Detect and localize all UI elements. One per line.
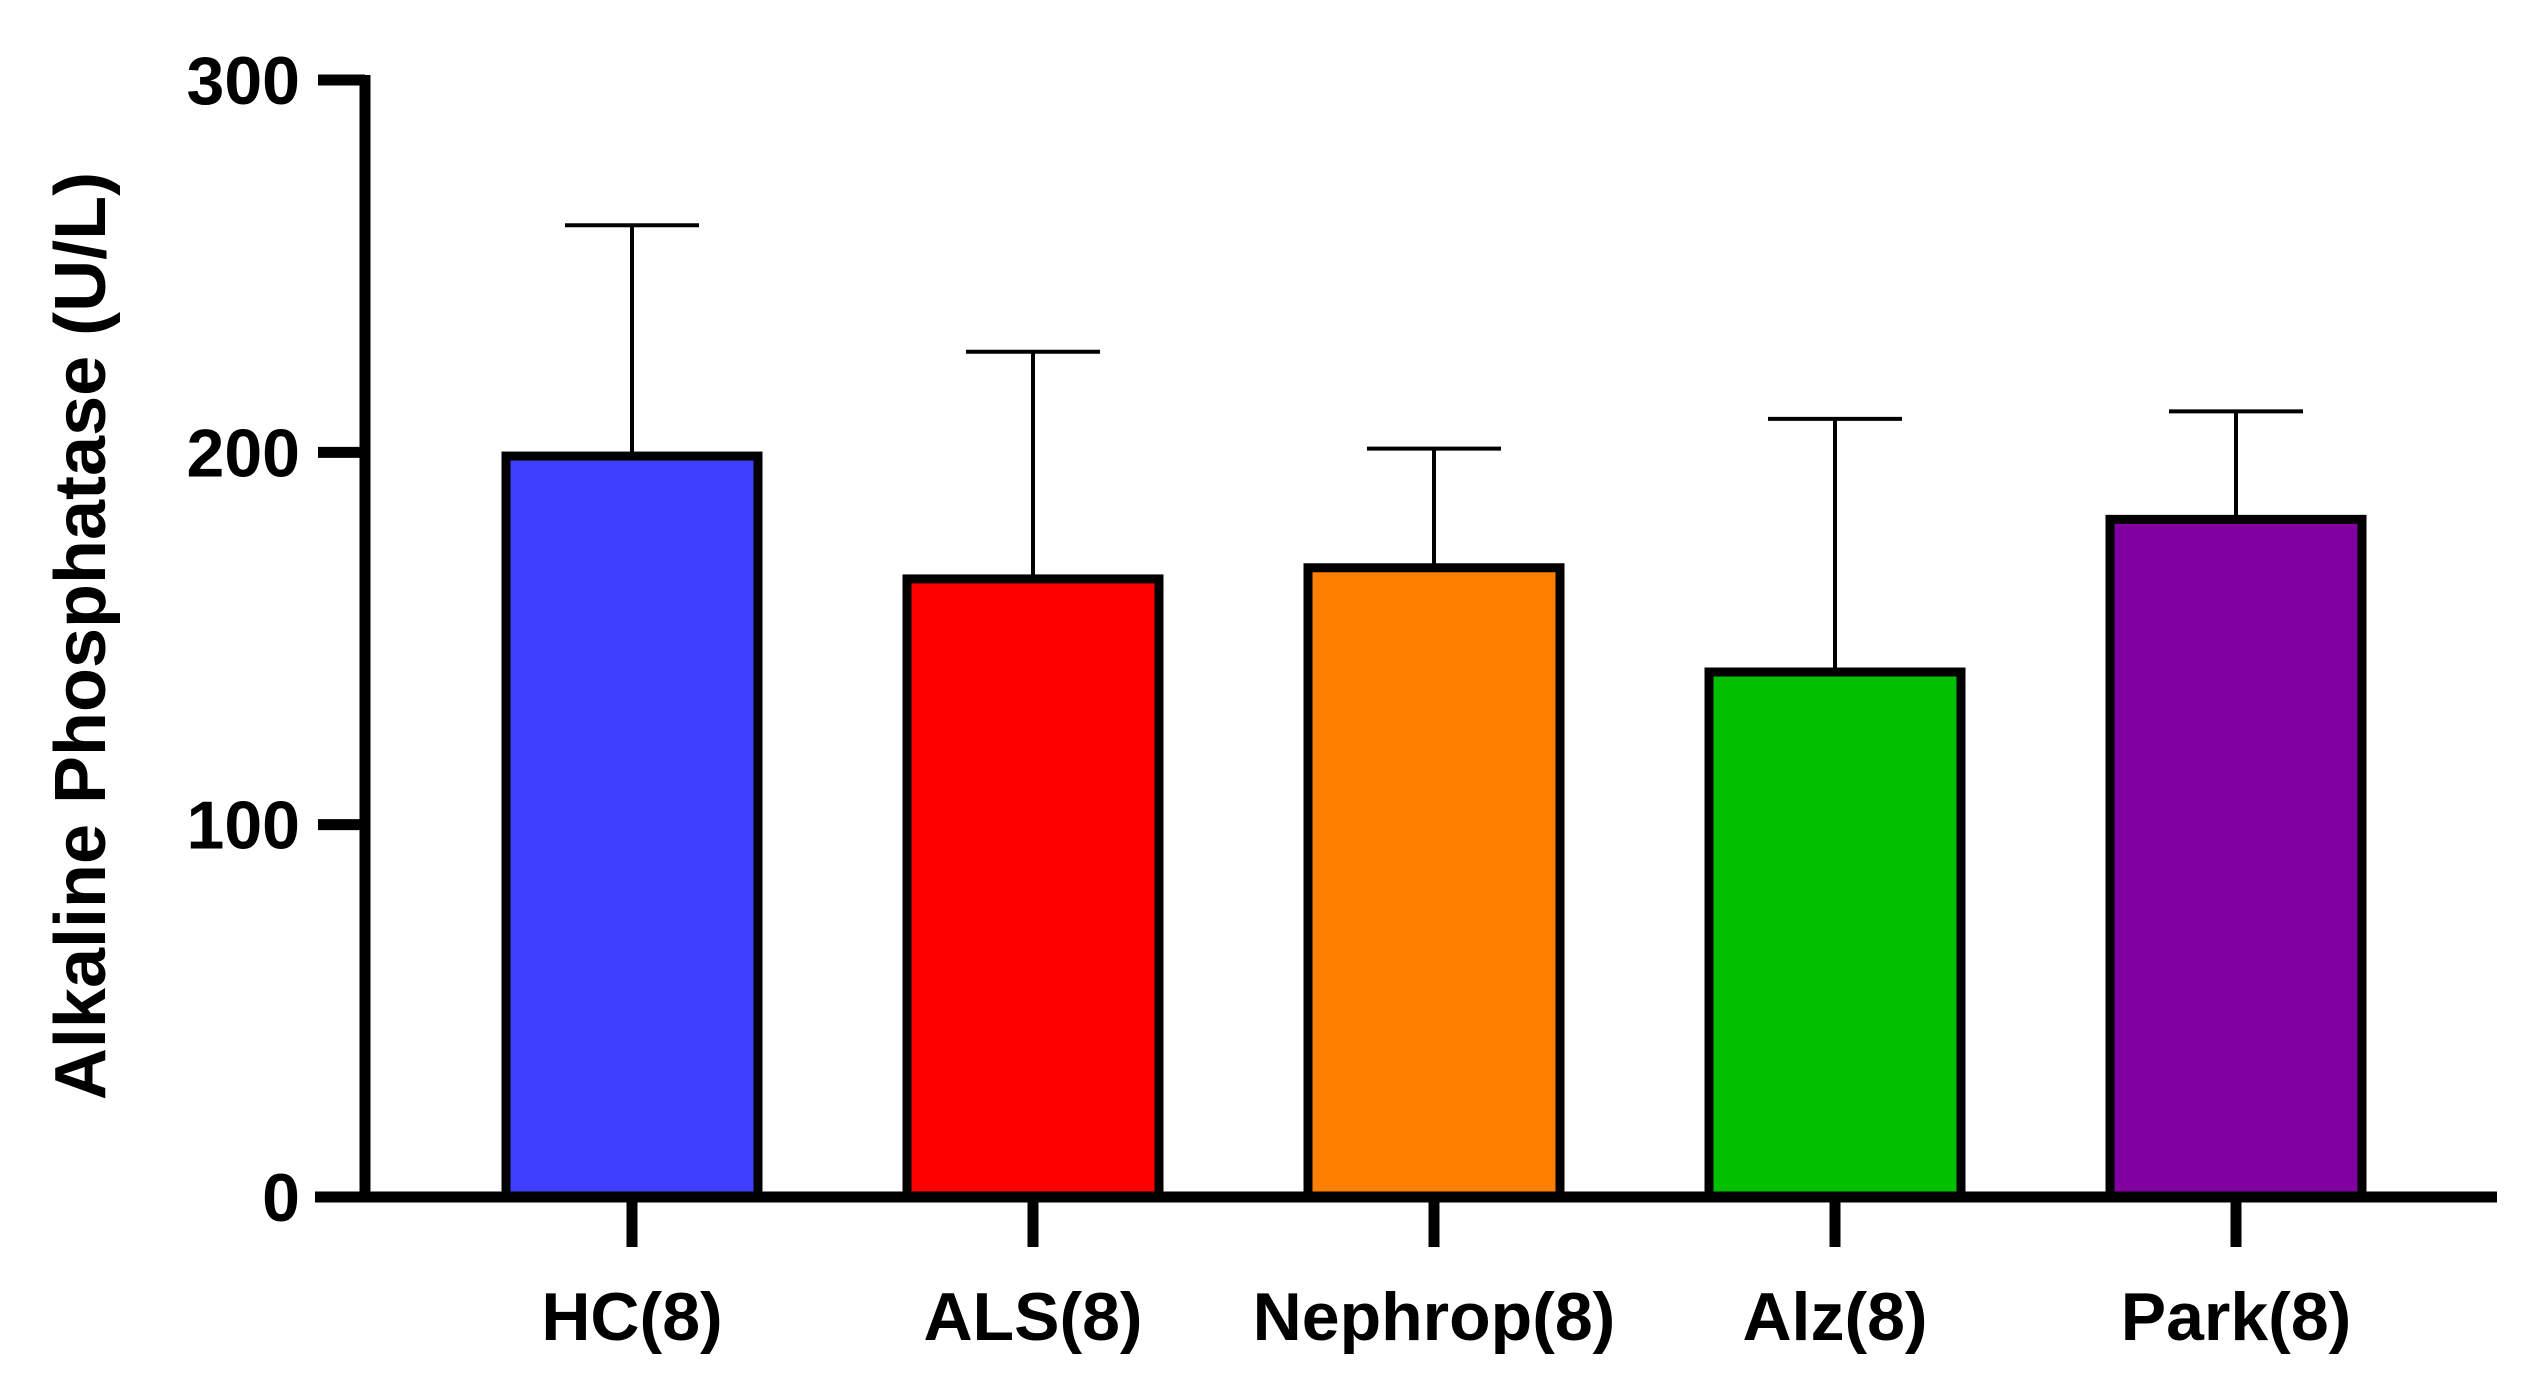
y-tick-label-3: 200	[187, 415, 300, 491]
y-tick-label-4: 300	[187, 43, 300, 119]
x-tick-label-3: Nephrop(8)	[1253, 1279, 1616, 1355]
x-tick-label-2: ALS(8)	[923, 1279, 1142, 1355]
x-ticks-layer: HC(8) ALS(8) Nephrop(8) Alz(8) Park(8)	[541, 1197, 2351, 1355]
y-tick-label-2: 100	[187, 788, 300, 864]
y-axis-title: Alkaline Phosphatase (U/L)	[41, 172, 121, 1100]
bar-3	[1303, 563, 1565, 1202]
bar-2	[902, 574, 1164, 1202]
y-ticks-layer: 0 100 200 300	[187, 43, 365, 1236]
bars-layer	[501, 451, 2367, 1202]
y-tick-label-1: 0	[262, 1160, 300, 1236]
bar-1	[501, 451, 763, 1202]
bar-5	[2105, 514, 2367, 1202]
axes-layer	[315, 75, 2497, 1203]
error-bars-layer	[565, 223, 2303, 673]
x-tick-label-5: Park(8)	[2121, 1279, 2352, 1355]
bar-4	[1704, 667, 1966, 1202]
x-tick-label-1: HC(8)	[541, 1279, 722, 1355]
x-tick-label-4: Alz(8)	[1742, 1279, 1927, 1355]
